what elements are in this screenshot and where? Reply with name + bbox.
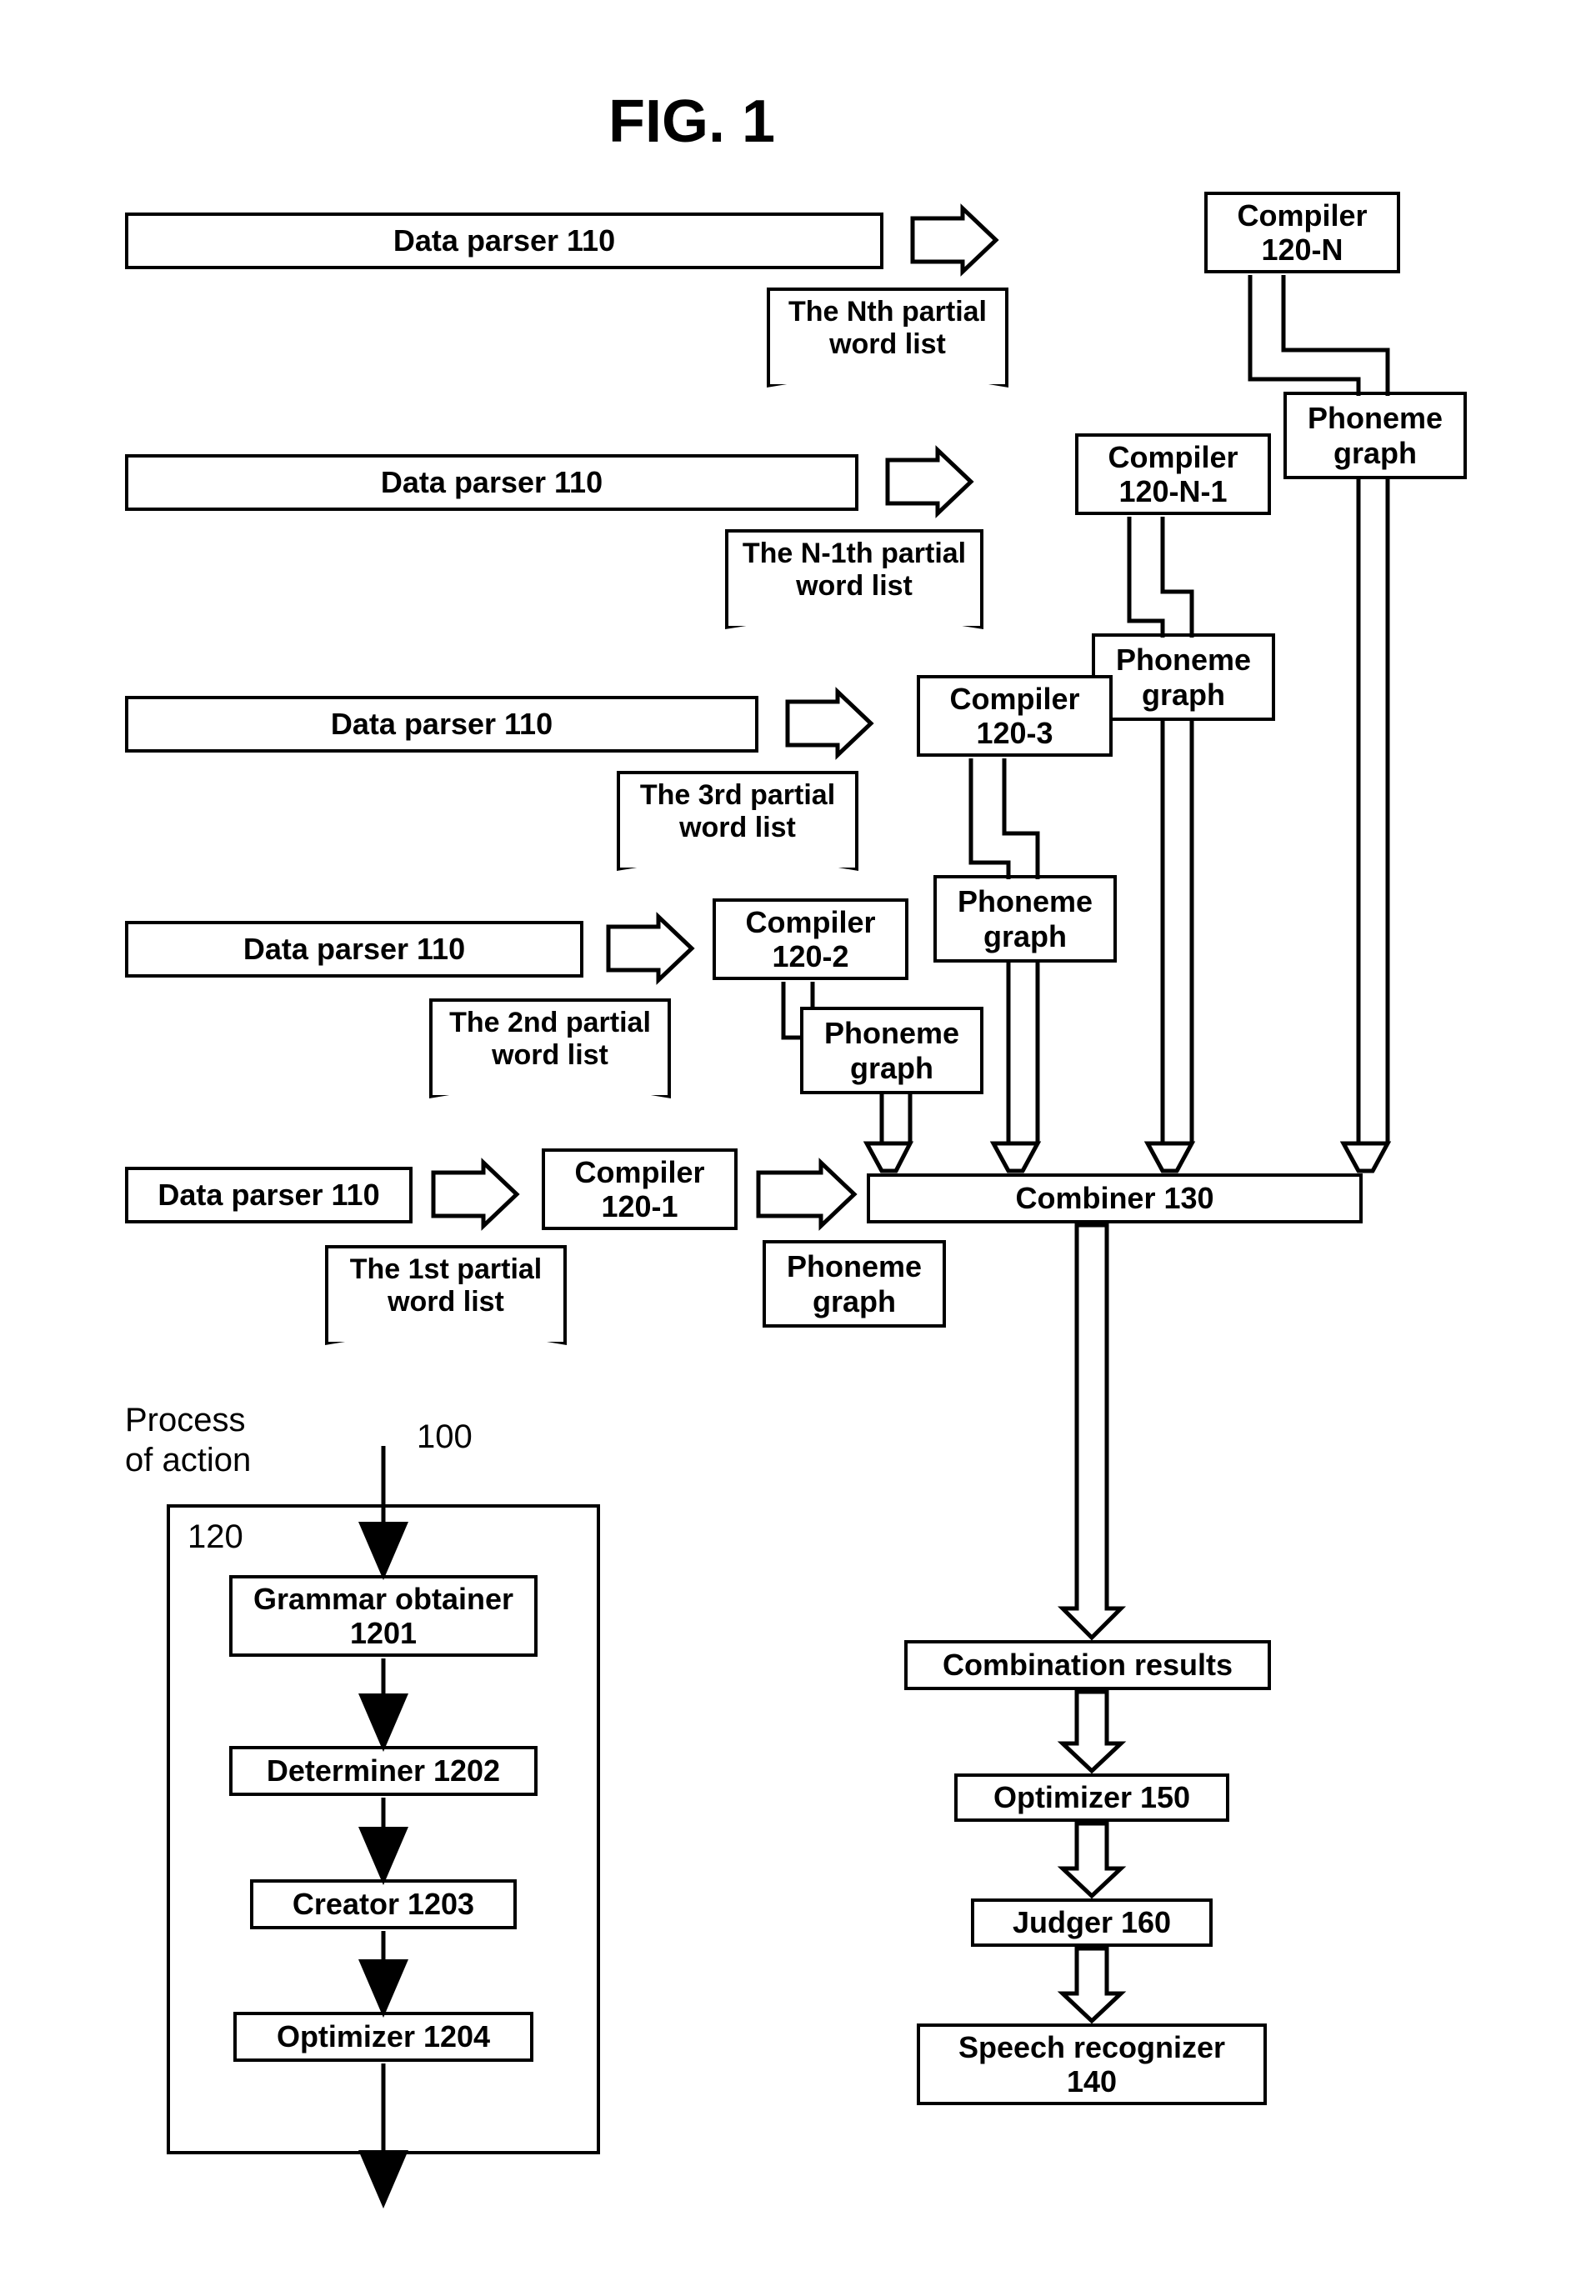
compiler-3: Compiler 120-3 xyxy=(917,675,1113,757)
phoneme-2: Phoneme graph xyxy=(800,1007,983,1094)
optimizer-150: Optimizer 150 xyxy=(954,1773,1229,1822)
optimizer-1204: Optimizer 1204 xyxy=(233,2012,533,2062)
creator: Creator 1203 xyxy=(250,1879,517,1929)
speech-recognizer: Speech recognizer 140 xyxy=(917,2023,1267,2105)
determiner: Determiner 1202 xyxy=(229,1746,538,1796)
data-parser-n: Data parser 110 xyxy=(125,213,883,269)
label-100: 100 xyxy=(417,1417,473,1457)
wordlist-n1: The N-1th partial word list xyxy=(725,529,983,629)
wordlist-2: The 2nd partial word list xyxy=(429,998,671,1098)
phoneme-3: Phoneme graph xyxy=(933,875,1117,963)
grammar-obtainer: Grammar obtainer 1201 xyxy=(229,1575,538,1657)
diagram-canvas: FIG. 1 Data parser 110 Compiler 120-N Th… xyxy=(0,0,1596,2296)
phoneme-n: Phoneme graph xyxy=(1283,392,1467,479)
data-parser-n1: Data parser 110 xyxy=(125,454,858,511)
compiler-2: Compiler 120-2 xyxy=(713,898,908,980)
compiler-1: Compiler 120-1 xyxy=(542,1148,738,1230)
wordlist-1: The 1st partial word list xyxy=(325,1245,567,1345)
combination-results: Combination results xyxy=(904,1640,1271,1690)
label-120: 120 xyxy=(188,1517,243,1557)
wordlist-n: The Nth partial word list xyxy=(767,288,1008,388)
combiner: Combiner 130 xyxy=(867,1173,1363,1223)
data-parser-1: Data parser 110 xyxy=(125,1167,413,1223)
wordlist-3: The 3rd partial word list xyxy=(617,771,858,871)
process-label: Process of action xyxy=(125,1400,251,1480)
data-parser-2: Data parser 110 xyxy=(125,921,583,978)
data-parser-3: Data parser 110 xyxy=(125,696,758,753)
phoneme-n1: Phoneme graph xyxy=(1092,633,1275,721)
figure-title: FIG. 1 xyxy=(608,88,775,156)
judger-160: Judger 160 xyxy=(971,1898,1213,1947)
compiler-n: Compiler 120-N xyxy=(1204,192,1400,273)
phoneme-1: Phoneme graph xyxy=(763,1240,946,1328)
compiler-n1: Compiler 120-N-1 xyxy=(1075,433,1271,515)
